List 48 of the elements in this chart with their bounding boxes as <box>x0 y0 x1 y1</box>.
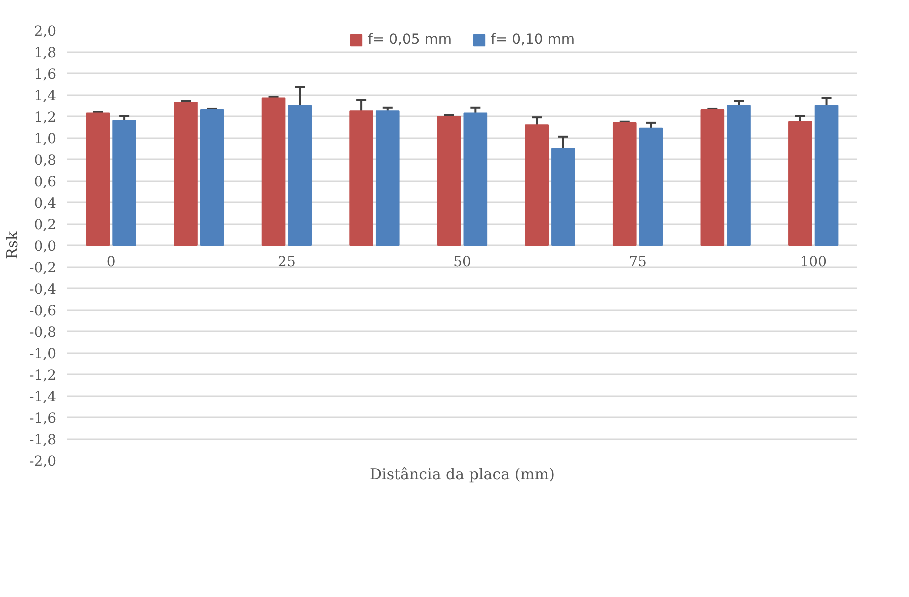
y-tick-label: -2,0 <box>30 454 57 470</box>
legend-label: f= 0,05 mm <box>368 32 452 48</box>
x-tick-label: 50 <box>454 254 472 270</box>
y-tick-label: 0,0 <box>34 239 56 255</box>
y-tick-label: -1,8 <box>30 432 57 448</box>
x-tick-label: 100 <box>800 254 827 270</box>
bar <box>437 116 462 246</box>
y-tick-label: 0,2 <box>34 218 56 234</box>
y-tick-label: -1,4 <box>30 390 57 406</box>
bar <box>376 110 400 246</box>
bar <box>200 110 224 246</box>
bar <box>350 110 374 246</box>
bar <box>288 105 312 246</box>
x-tick-label: 25 <box>278 254 296 270</box>
y-tick-label: 1,6 <box>34 67 57 83</box>
y-tick-label: 0,8 <box>34 153 56 169</box>
legend-label: f= 0,10 mm <box>491 32 576 48</box>
bar <box>262 98 286 246</box>
x-tick-label: 75 <box>629 254 647 270</box>
bar <box>788 121 812 246</box>
bar <box>700 110 725 246</box>
bar <box>464 112 488 246</box>
y-tick-label: -1,6 <box>30 411 57 427</box>
y-tick-label: 1,8 <box>34 46 56 62</box>
bar <box>612 122 637 246</box>
bar <box>525 124 550 246</box>
y-tick-label: 2,0 <box>34 24 56 40</box>
bar <box>112 120 136 246</box>
bar <box>814 105 839 246</box>
y-tick-label: -0,6 <box>30 304 57 320</box>
x-axis-title: Distância da placa (mm) <box>370 466 555 484</box>
x-tick-label: 0 <box>106 254 116 270</box>
y-tick-label: 0,4 <box>34 196 57 212</box>
y-tick-label: 1,0 <box>34 132 56 148</box>
bar <box>727 105 751 246</box>
y-tick-label: -1,2 <box>30 368 57 384</box>
y-tick-label: 1,4 <box>34 88 57 104</box>
y-tick-label: 0,6 <box>34 174 57 190</box>
y-tick-label: -0,4 <box>30 282 57 298</box>
bar <box>86 112 110 246</box>
bar <box>174 102 198 246</box>
y-tick-label: -0,8 <box>30 325 57 341</box>
y-tick-label: -0,2 <box>30 260 57 276</box>
y-tick-label: 1,2 <box>34 110 56 126</box>
y-tick-label: -1,0 <box>30 346 57 362</box>
bar <box>552 148 576 246</box>
bar <box>639 128 664 246</box>
y-axis-title: Rsk <box>4 230 22 260</box>
